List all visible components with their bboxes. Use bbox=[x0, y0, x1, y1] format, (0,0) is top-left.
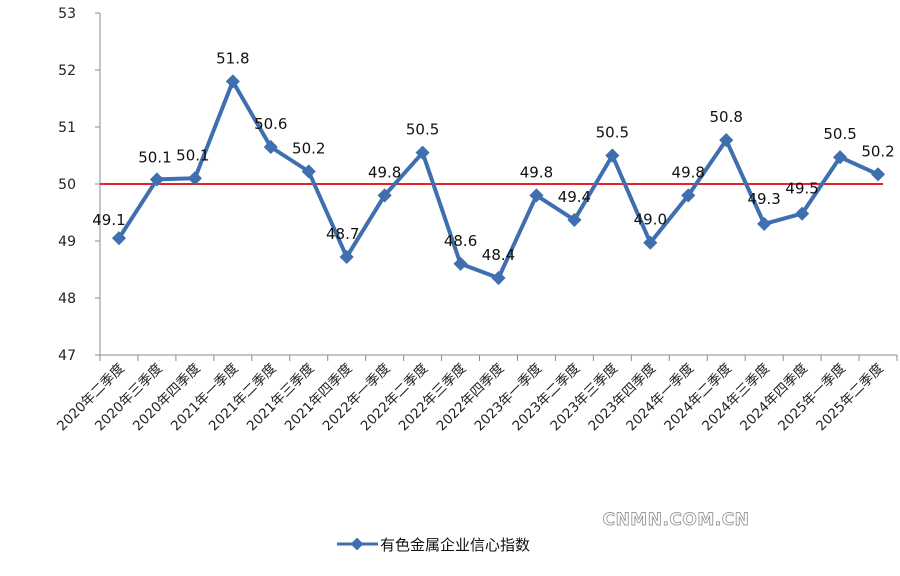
data-label: 49.8 bbox=[672, 163, 705, 181]
y-tick-label: 52 bbox=[58, 63, 76, 79]
data-label: 51.8 bbox=[216, 49, 249, 67]
data-label: 49.0 bbox=[634, 211, 667, 229]
data-point-marker bbox=[643, 235, 658, 250]
data-label: 50.5 bbox=[823, 125, 856, 143]
data-point-marker bbox=[301, 164, 316, 179]
data-point-marker bbox=[833, 150, 848, 165]
y-axis: 47 48 49 50 51 52 53 bbox=[58, 6, 101, 364]
legend-label: 有色金属企业信心指数 bbox=[380, 536, 530, 554]
y-tick-label: 47 bbox=[58, 348, 76, 364]
data-label: 48.7 bbox=[326, 225, 359, 243]
data-point-marker bbox=[263, 139, 278, 155]
data-label: 49.4 bbox=[558, 188, 591, 206]
data-label: 49.3 bbox=[747, 190, 780, 208]
data-label: 50.1 bbox=[176, 146, 209, 164]
y-tick-label: 48 bbox=[58, 291, 76, 307]
watermark: CNMN.COM.CN bbox=[603, 510, 750, 530]
data-point-marker bbox=[529, 188, 544, 203]
data-point-marker bbox=[719, 133, 734, 148]
data-label: 50.5 bbox=[406, 121, 439, 139]
series-group bbox=[111, 74, 886, 286]
data-label: 50.6 bbox=[254, 115, 287, 133]
data-point-marker bbox=[453, 256, 468, 271]
y-tick-label: 50 bbox=[58, 177, 76, 193]
data-label: 49.8 bbox=[368, 163, 401, 181]
y-tick-label: 51 bbox=[58, 120, 76, 136]
data-label: 50.8 bbox=[710, 108, 743, 126]
data-point-marker bbox=[415, 145, 430, 160]
data-point-marker bbox=[757, 216, 772, 231]
data-point-marker bbox=[377, 188, 392, 203]
data-point-marker bbox=[870, 167, 886, 182]
data-label: 49.1 bbox=[92, 211, 125, 229]
data-label: 50.2 bbox=[292, 139, 325, 157]
x-axis: 2020年二季度2020年三季度2020年四季度2021年一季度2021年二季度… bbox=[54, 354, 898, 435]
x-tick-label: 2025年二季度 bbox=[813, 361, 887, 435]
data-point-marker bbox=[491, 270, 506, 286]
data-label: 48.6 bbox=[444, 232, 477, 250]
legend: 有色金属企业信心指数 bbox=[337, 536, 530, 554]
data-point-marker bbox=[605, 148, 620, 163]
data-point-marker bbox=[187, 171, 202, 186]
data-point-marker bbox=[795, 206, 810, 221]
y-tick-label: 53 bbox=[58, 6, 76, 22]
data-point-marker bbox=[681, 188, 696, 203]
data-label: 49.5 bbox=[785, 180, 818, 198]
data-label: 50.2 bbox=[861, 142, 894, 160]
data-labels-group: 49.1 50.1 50.1 51.8 50.6 50.2 48.7 49.8 50.5 48.6… bbox=[92, 49, 894, 264]
data-label: 50.1 bbox=[138, 148, 171, 166]
data-point-marker bbox=[339, 249, 354, 265]
data-label: 50.5 bbox=[596, 124, 629, 142]
data-label: 48.4 bbox=[482, 246, 515, 264]
y-tick-label: 49 bbox=[58, 234, 76, 250]
data-label: 49.8 bbox=[520, 163, 553, 181]
legend-marker-swatch bbox=[350, 537, 364, 551]
data-point-marker bbox=[567, 212, 582, 227]
data-point-marker bbox=[149, 172, 164, 187]
